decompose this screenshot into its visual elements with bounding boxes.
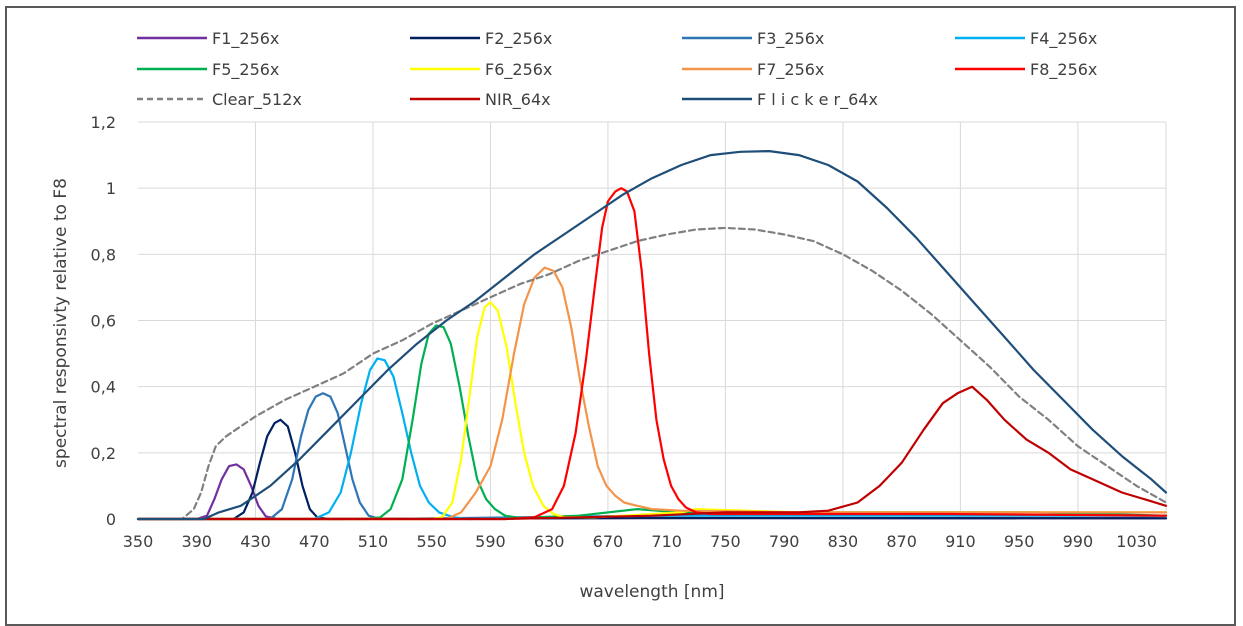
x-tick-label: 1030 [1116, 532, 1157, 551]
x-tick-label: 790 [769, 532, 800, 551]
x-tick-label: 390 [181, 532, 212, 551]
grid-lines [138, 122, 1166, 519]
legend-label: F3_256x [757, 29, 824, 49]
x-tick-label: 710 [651, 532, 682, 551]
x-tick-label: 870 [886, 532, 917, 551]
y-tick-label: 0,4 [91, 378, 116, 397]
series-line-f2_256x [138, 420, 1166, 519]
y-tick-label: 0,2 [91, 444, 116, 463]
legend-label: F6_256x [485, 60, 552, 80]
x-tick-label: 990 [1063, 532, 1094, 551]
legend-label: F1_256x [212, 29, 279, 49]
x-axis-label: wavelength [nm] [579, 582, 724, 602]
legend-label: Clear_512x [212, 90, 302, 110]
x-tick-label: 550 [416, 532, 447, 551]
x-tick-labels: 350 390 430 470 510 550 590 630 670 710 750 790 830 8… [123, 532, 1157, 551]
y-tick-labels: 0 0,2 0,4 0,6 0,8 1 1,2 [91, 113, 116, 529]
x-tick-label: 830 [828, 532, 859, 551]
series-layer [138, 151, 1166, 519]
x-tick-label: 750 [710, 532, 741, 551]
legend-label: F8_256x [1030, 60, 1097, 80]
x-tick-label: 910 [945, 532, 976, 551]
series-line-f3_256x [138, 393, 1166, 519]
x-tick-label: 590 [475, 532, 506, 551]
series-line-flicker_64x [138, 151, 1166, 519]
legend-label: F7_256x [757, 60, 824, 80]
x-tick-label: 630 [534, 532, 565, 551]
legend-label: NIR_64x [485, 90, 551, 110]
legend-label: F l i c k e r_64x [757, 90, 878, 110]
series-line-f5_256x [138, 326, 1166, 520]
legend-label: F4_256x [1030, 29, 1097, 49]
legend-label: F5_256x [212, 60, 279, 80]
x-tick-label: 430 [240, 532, 271, 551]
legend: F1_256x F2_256x F3_256x F4_256x F5_256x F6_25… [137, 29, 1097, 110]
y-tick-label: 1,2 [91, 113, 116, 132]
x-tick-label: 670 [593, 532, 624, 551]
x-tick-label: 510 [358, 532, 389, 551]
legend-label: F2_256x [485, 29, 552, 49]
y-tick-label: 0,8 [91, 245, 116, 264]
x-tick-label: 350 [123, 532, 154, 551]
x-tick-label: 470 [299, 532, 330, 551]
y-axis-label: spectral responsivty relative to F8 [51, 178, 71, 468]
x-tick-label: 950 [1004, 532, 1035, 551]
y-tick-label: 1 [106, 179, 116, 198]
y-tick-label: 0 [106, 510, 116, 529]
y-tick-label: 0,6 [91, 312, 116, 331]
series-line-f6_256x [138, 302, 1166, 519]
